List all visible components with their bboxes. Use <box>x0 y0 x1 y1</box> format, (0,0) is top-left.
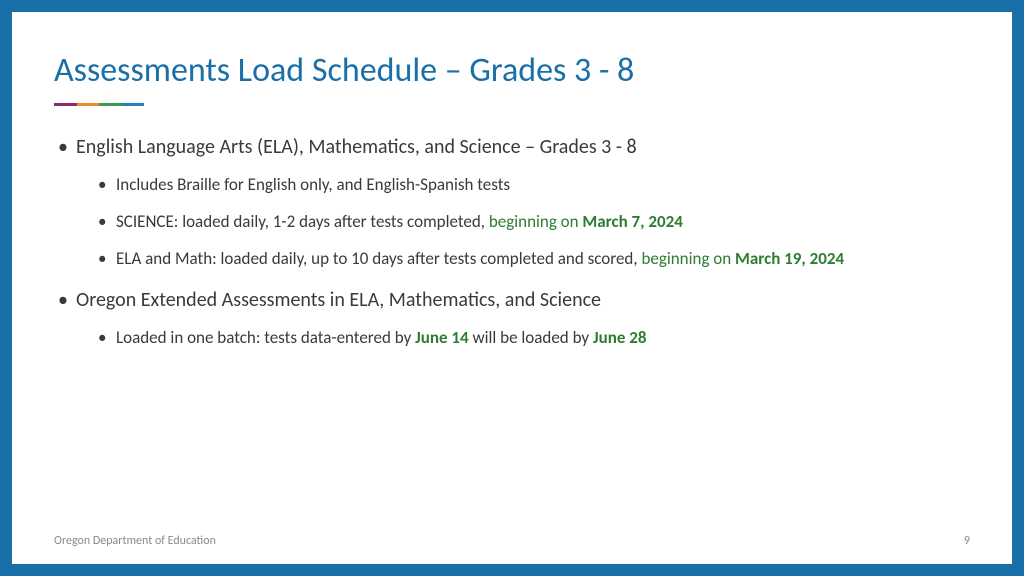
bullet-1: English Language Arts (ELA), Mathematics… <box>54 134 970 271</box>
sub-bullet-2-1: Loaded in one batch: tests data-entered … <box>76 327 970 350</box>
slide-footer: Oregon Department of Education 9 <box>54 534 970 548</box>
sub-bullet-1-3: ELA and Math: loaded daily, up to 10 day… <box>76 248 970 271</box>
bullet-1-text: English Language Arts (ELA), Mathematics… <box>76 135 637 159</box>
sub-bullet-1-1: Includes Braille for English only, and E… <box>76 174 970 197</box>
bullet-1-sublist: Includes Braille for English only, and E… <box>76 174 970 271</box>
bullet-2-text: Oregon Extended Assessments in ELA, Math… <box>76 288 601 312</box>
bullet-2: Oregon Extended Assessments in ELA, Math… <box>54 287 970 350</box>
slide-frame: Assessments Load Schedule – Grades 3 - 8… <box>0 0 1024 576</box>
main-bullet-list: English Language Arts (ELA), Mathematics… <box>54 134 970 350</box>
footer-org: Oregon Department of Education <box>54 534 216 548</box>
title-underline <box>54 103 144 106</box>
bullet-2-sublist: Loaded in one batch: tests data-entered … <box>76 327 970 350</box>
slide-title: Assessments Load Schedule – Grades 3 - 8 <box>54 50 970 91</box>
slide-number: 9 <box>964 534 970 548</box>
sub-bullet-1-2: SCIENCE: loaded daily, 1-2 days after te… <box>76 211 970 234</box>
